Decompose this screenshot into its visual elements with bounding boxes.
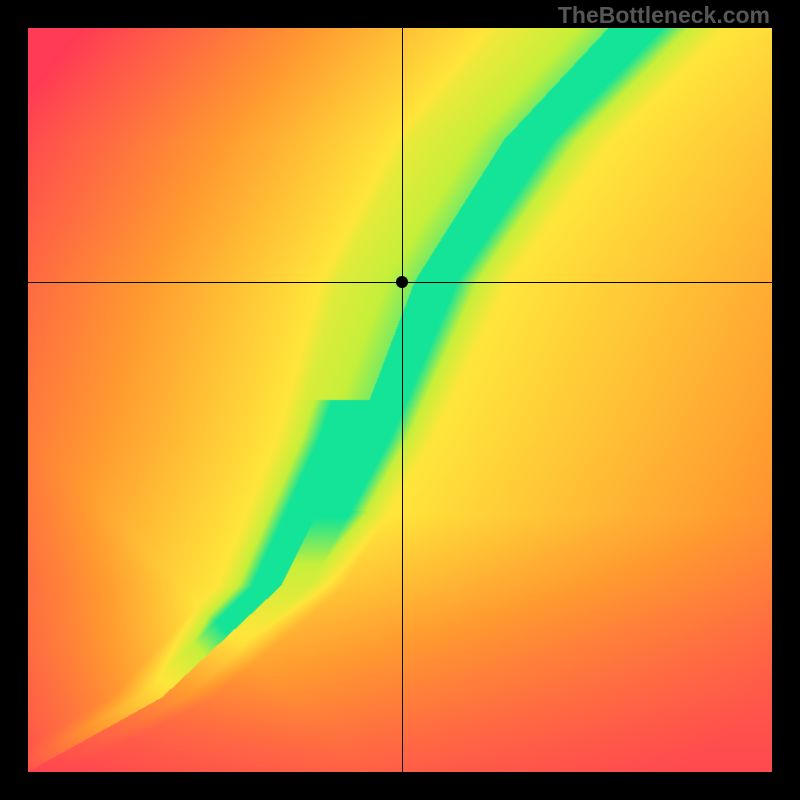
watermark-text: TheBottleneck.com: [558, 2, 770, 29]
heatmap-canvas: [28, 28, 772, 772]
plot-area: [28, 28, 772, 772]
crosshair-vertical: [402, 28, 403, 772]
outer-frame: TheBottleneck.com: [0, 0, 800, 800]
crosshair-marker: [396, 276, 408, 288]
